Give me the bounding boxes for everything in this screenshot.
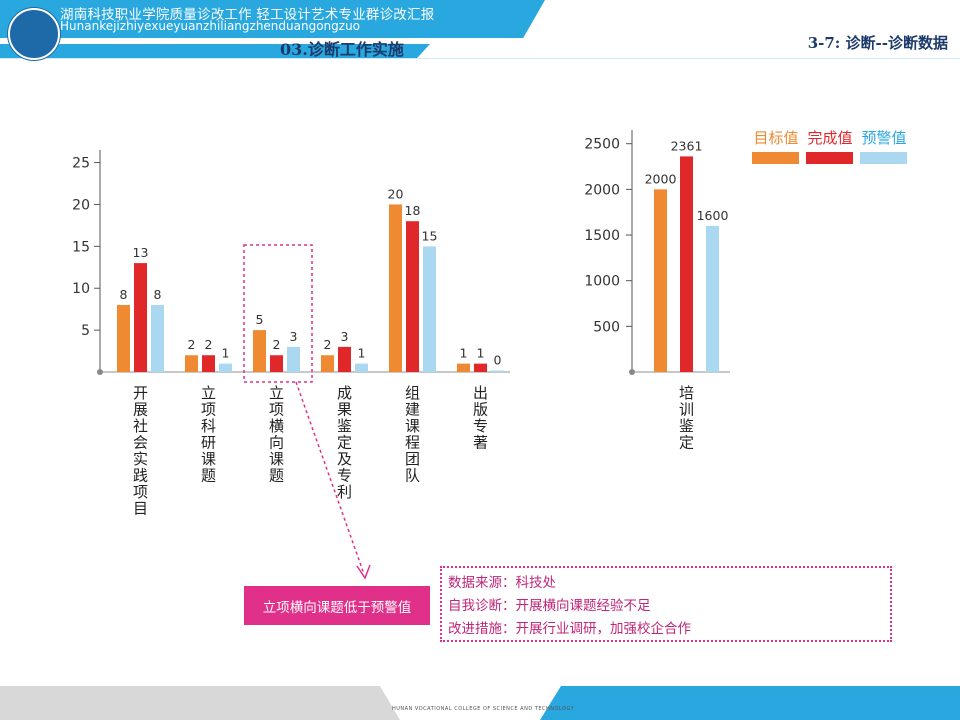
bar [423, 246, 436, 372]
header-banner [0, 0, 545, 38]
y-tick-label: 2000 [584, 182, 620, 198]
legend-label: 目标值 [753, 129, 798, 147]
header-divider [0, 58, 960, 59]
bar [134, 263, 147, 372]
data-label: 1 [358, 346, 366, 361]
data-label: 18 [405, 203, 421, 218]
diagnosis-source: 数据来源：科技处 [448, 575, 556, 591]
bar [202, 355, 215, 372]
chart-left [97, 150, 510, 375]
y-tick-label: 20 [72, 197, 90, 213]
bar [253, 330, 266, 372]
data-label: 2 [205, 337, 213, 352]
bar [406, 221, 419, 372]
data-label: 3 [341, 329, 349, 344]
y-tick-label: 500 [593, 319, 620, 335]
callout-arrow-icon [356, 564, 371, 580]
data-label: 3 [290, 329, 298, 344]
y-tick-label: 15 [72, 239, 90, 255]
y-tick-label: 10 [72, 281, 90, 297]
bar [185, 355, 198, 372]
bar [151, 304, 164, 372]
data-label: 2 [188, 337, 196, 352]
bar [389, 204, 402, 372]
bar [338, 346, 351, 372]
callout-connector [295, 381, 365, 575]
right-axis-origin [629, 369, 635, 375]
section-title: 03.诊断工作实施 [280, 40, 404, 59]
data-label: 15 [422, 228, 438, 243]
page-title: 3-7: 诊断--诊断数据 [807, 34, 948, 52]
data-label: 2 [324, 337, 332, 352]
left-axis-origin [97, 369, 103, 375]
data-label: 2361 [671, 138, 703, 153]
category-label: 立项科研课题 [201, 384, 216, 485]
data-label: 20 [388, 186, 404, 201]
category-label: 组建课程团队 [405, 384, 420, 485]
legend-swatch [752, 152, 799, 164]
header-title: 湖南科技职业学院质量诊改工作 轻工设计艺术专业群诊改汇报 [60, 7, 435, 23]
data-label: 2000 [645, 171, 677, 186]
bar [491, 370, 504, 372]
data-label: 0 [494, 353, 502, 368]
bar [287, 346, 300, 372]
footer-caption: HUNAN VOCATIONAL COLLEGE OF SCIENCE AND … [392, 706, 575, 712]
data-label: 5 [256, 312, 264, 327]
category-label: 出版专著 [473, 384, 488, 452]
diagnosis-improve: 改进措施：开展行业调研，加强校企合作 [448, 621, 691, 637]
bar [654, 189, 667, 372]
data-label: 2 [273, 337, 281, 352]
legend-label: 完成值 [807, 129, 852, 147]
y-tick-label: 25 [72, 156, 90, 172]
footer-band-right [540, 686, 960, 720]
data-label: 1 [460, 346, 468, 361]
y-tick-label: 2500 [584, 137, 620, 153]
legend-swatch [860, 152, 907, 164]
bar [321, 355, 334, 372]
legend-label: 预警值 [861, 129, 906, 147]
bar [117, 304, 130, 372]
category-label: 开展社会实践项目 [133, 384, 148, 518]
data-label: 8 [154, 287, 162, 302]
bar [474, 363, 487, 372]
bar [457, 363, 470, 372]
callout-label: 立项横向课题低于预警值 [244, 586, 430, 625]
category-label: 培训鉴定 [679, 384, 694, 452]
footer-band-left [0, 686, 400, 720]
y-tick-label: 5 [81, 323, 90, 339]
diagnosis-box: 数据来源：科技处 自我诊断：开展横向课题经验不足 改进措施：开展行业调研，加强校… [440, 566, 892, 642]
legend: 目标值 完成值 预警值 [752, 129, 907, 164]
data-label: 8 [120, 287, 128, 302]
data-label: 13 [133, 245, 149, 260]
category-label: 立项横向课题 [269, 384, 284, 485]
bar [219, 363, 232, 372]
bar [680, 156, 693, 372]
bar [706, 225, 719, 372]
bar [355, 363, 368, 372]
y-tick-label: 1500 [584, 228, 620, 244]
y-tick-label: 1000 [584, 274, 620, 290]
category-label: 成果鉴定及专利 [337, 384, 352, 501]
data-label: 1 [477, 346, 485, 361]
data-label: 1 [222, 346, 230, 361]
legend-swatch [806, 152, 853, 164]
header-subtitle: Hunankejizhiyexueyuanzhiliangzhenduangon… [60, 19, 361, 33]
header-banner-stripe [0, 44, 430, 58]
bar [270, 355, 283, 372]
data-label: 1600 [697, 208, 729, 223]
school-logo-icon [8, 8, 60, 60]
diagnosis-self: 自我诊断：开展横向课题经验不足 [448, 598, 651, 614]
